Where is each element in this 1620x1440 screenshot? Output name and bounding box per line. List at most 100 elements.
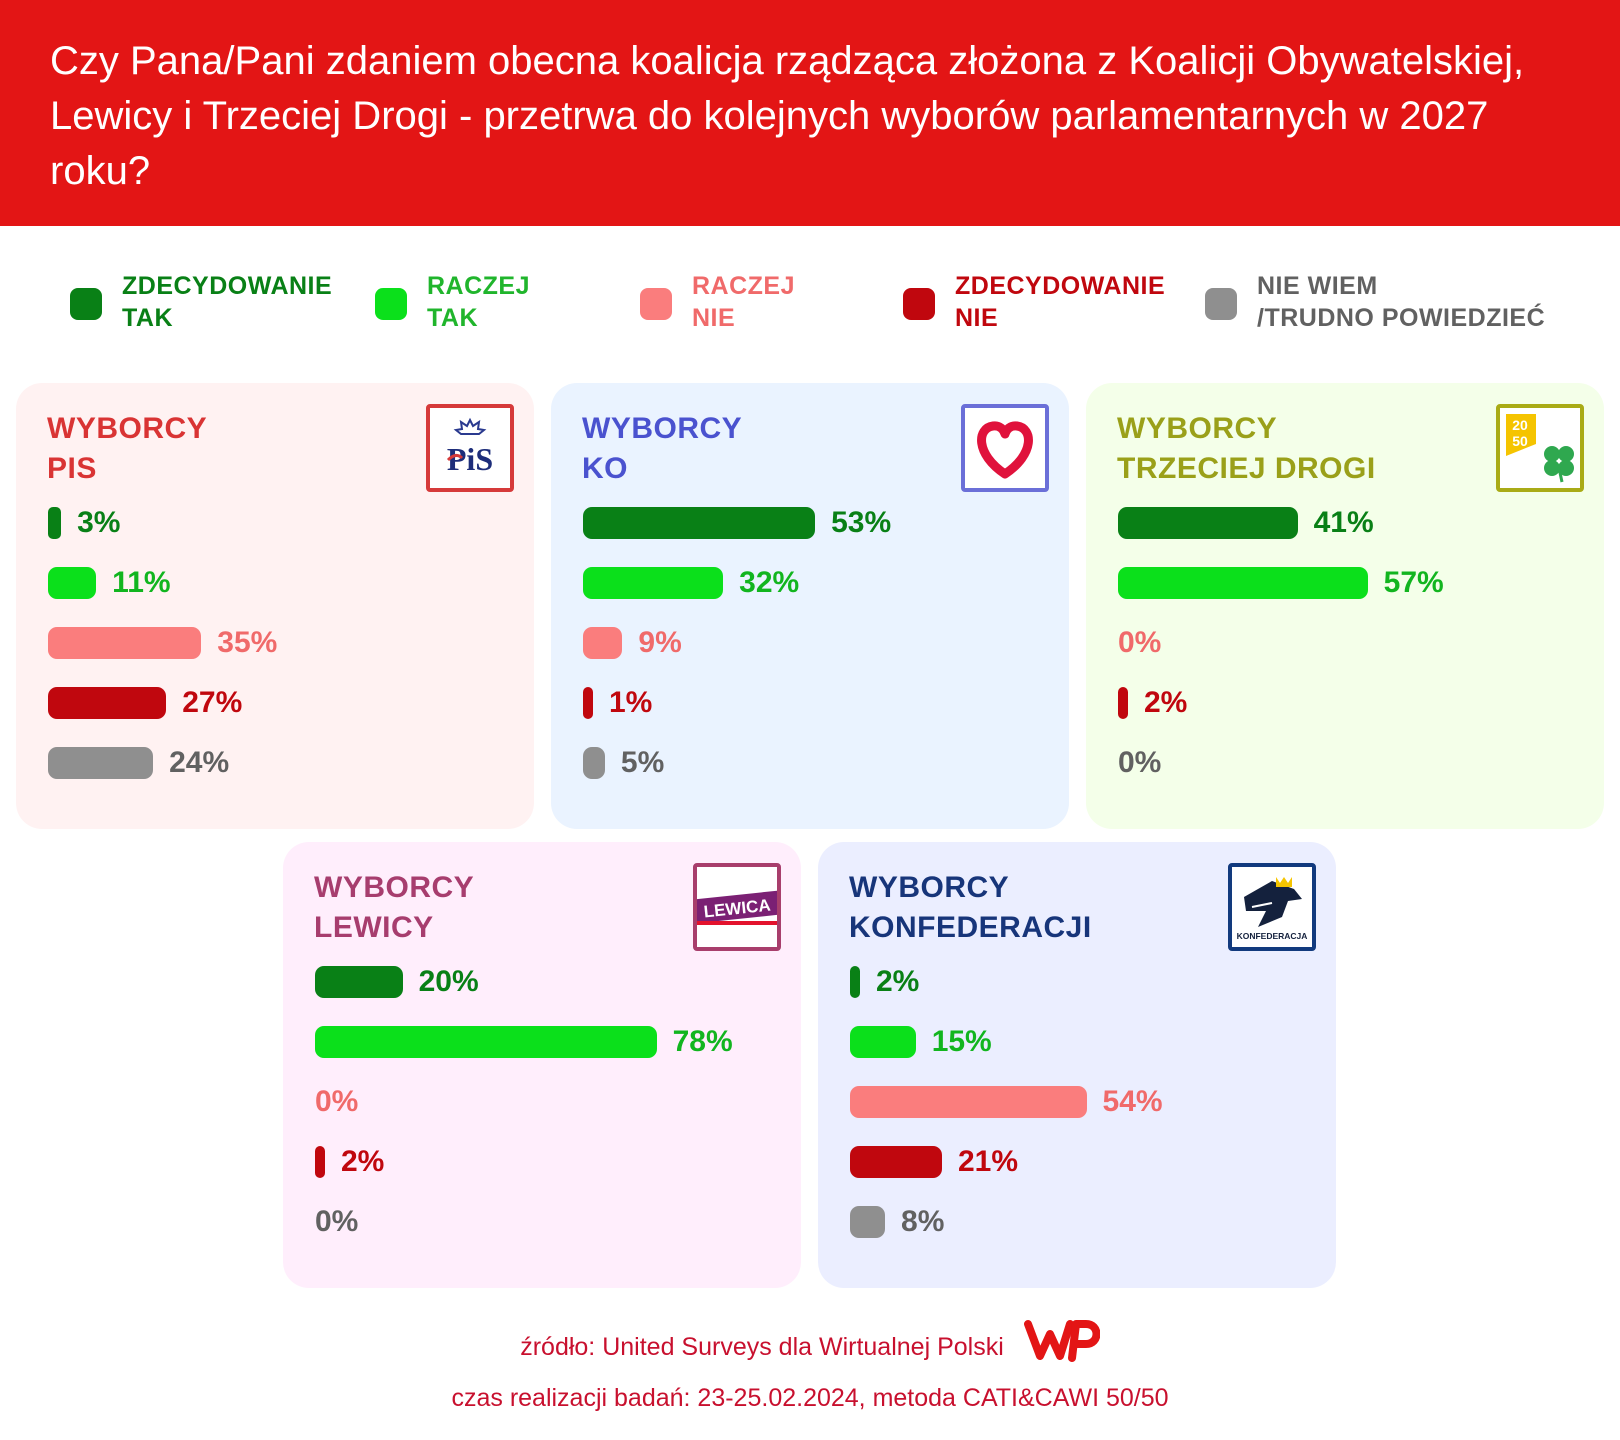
bar-zdecydowanie-tak — [583, 507, 816, 539]
bar-value-label: 0% — [1118, 626, 1162, 659]
question-title: Czy Pana/Pani zdaniem obecna koalicja rz… — [50, 39, 1525, 193]
bar-row-zdecydowanie-tak: 41% — [1118, 506, 1374, 540]
bar-value-label: 21% — [957, 1145, 1019, 1178]
bar-value-label: 2% — [341, 1145, 385, 1178]
panel-pis: WYBORCY PIS PiS 3% 11% 35% 27% 24% — [16, 383, 534, 829]
header-banner: Czy Pana/Pani zdaniem obecna koalicja rz… — [0, 0, 1620, 226]
bar-raczej-tak — [583, 567, 724, 599]
bar-nie-wiem — [583, 747, 605, 779]
panel-title: WYBORCY KONFEDERACJI — [849, 871, 1092, 944]
bar-zdecydowanie-tak — [48, 507, 62, 539]
bar-row-nie-wiem: 0% — [315, 1205, 358, 1239]
bar-row-raczej-tak: 32% — [583, 566, 799, 600]
bar-row-zdecydowanie-nie: 21% — [850, 1145, 1018, 1179]
bar-nie-wiem — [48, 747, 154, 779]
panel-title: WYBORCY LEWICY — [314, 871, 475, 944]
legend: ZDECYDOWANIE TAK RACZEJ TAK RACZEJ NIE ZDEC… — [0, 270, 1620, 350]
bar-row-zdecydowanie-tak: 3% — [48, 506, 120, 540]
bar-row-nie-wiem: 5% — [583, 746, 664, 780]
bar-row-zdecydowanie-nie: 2% — [315, 1145, 384, 1179]
bar-row-raczej-tak: 15% — [850, 1025, 992, 1059]
bar-value-label: 0% — [1118, 746, 1162, 779]
bar-value-label: 57% — [1383, 566, 1444, 599]
bar-zdecydowanie-tak — [1118, 507, 1298, 539]
bar-row-raczej-nie: 0% — [315, 1085, 358, 1119]
bar-row-nie-wiem: 24% — [48, 746, 229, 780]
pis-logo: PiS — [426, 404, 514, 492]
bar-raczej-nie — [850, 1086, 1087, 1118]
legend-swatch — [375, 288, 407, 320]
bar-value-label: 41% — [1313, 506, 1374, 539]
legend-swatch — [70, 288, 102, 320]
bar-zdecydowanie-nie — [315, 1146, 325, 1178]
legend-item: NIE WIEM /TRUDNO POWIEDZIEĆ — [1205, 270, 1545, 334]
bar-raczej-tak — [315, 1026, 657, 1058]
legend-swatch — [1205, 288, 1237, 320]
panel-title: WYBORCY PIS — [47, 412, 208, 485]
bar-row-raczej-nie: 0% — [1118, 626, 1161, 660]
trzecia-droga-logo: 20 50 — [1496, 404, 1584, 492]
bar-row-raczej-tak: 78% — [315, 1025, 733, 1059]
bar-value-label: 24% — [169, 746, 230, 779]
bar-value-label: 32% — [739, 566, 800, 599]
footer: źródło: United Surveys dla Wirtualnej Po… — [0, 1318, 1620, 1420]
method-text: czas realizacji badań: 23-25.02.2024, me… — [451, 1384, 1169, 1412]
svg-text:20: 20 — [1512, 417, 1528, 433]
legend-item: ZDECYDOWANIE TAK — [70, 270, 332, 334]
bar-value-label: 1% — [609, 686, 653, 719]
bar-raczej-tak — [850, 1026, 916, 1058]
bar-raczej-nie — [48, 627, 202, 659]
svg-text:KONFEDERACJA: KONFEDERACJA — [1237, 931, 1308, 941]
bar-raczej-tak — [48, 567, 97, 599]
legend-swatch — [903, 288, 935, 320]
bar-value-label: 0% — [315, 1085, 359, 1118]
bar-value-label: 2% — [876, 965, 920, 998]
bar-value-label: 27% — [182, 686, 243, 719]
bar-zdecydowanie-tak — [850, 966, 860, 998]
bar-row-zdecydowanie-nie: 27% — [48, 686, 242, 720]
bar-value-label: 5% — [620, 746, 665, 779]
bar-value-label: 35% — [217, 626, 278, 659]
legend-item: RACZEJ TAK — [375, 270, 530, 334]
bar-row-raczej-nie: 9% — [583, 626, 682, 660]
bar-row-raczej-nie: 54% — [850, 1085, 1163, 1119]
bar-row-zdecydowanie-nie: 2% — [1118, 686, 1187, 720]
bar-value-label: 78% — [672, 1025, 733, 1058]
bar-row-zdecydowanie-tak: 2% — [850, 965, 919, 999]
bar-row-zdecydowanie-nie: 1% — [583, 686, 652, 720]
wp-logo — [1023, 1318, 1101, 1376]
bar-value-label: 9% — [638, 626, 682, 659]
bar-value-label: 2% — [1144, 686, 1188, 719]
bar-raczej-tak — [1118, 567, 1368, 599]
bar-value-label: 15% — [931, 1025, 992, 1058]
bar-row-raczej-tak: 11% — [48, 566, 171, 600]
bar-value-label: 20% — [418, 965, 479, 998]
panel-title: WYBORCY KO — [582, 412, 743, 485]
bar-value-label: 11% — [112, 566, 171, 599]
bar-row-nie-wiem: 8% — [850, 1205, 944, 1239]
bar-row-raczej-tak: 57% — [1118, 566, 1444, 600]
svg-text:PiS: PiS — [447, 441, 493, 477]
legend-swatch — [640, 288, 672, 320]
bar-value-label: 8% — [901, 1205, 945, 1238]
legend-label: ZDECYDOWANIE NIE — [955, 272, 1166, 332]
bar-row-zdecydowanie-tak: 20% — [315, 965, 479, 999]
bar-value-label: 3% — [77, 506, 121, 539]
konfederacja-logo: KONFEDERACJA — [1228, 863, 1316, 951]
panel-konfederacja: WYBORCY KONFEDERACJI KONFEDERACJA 2% 15% 54%… — [818, 842, 1336, 1288]
panel-trzecia-droga: WYBORCY TRZECIEJ DROGI 20 50 41% 57% 0% 2% 0% — [1086, 383, 1604, 829]
bar-value-label: 0% — [315, 1205, 359, 1238]
panel-heart: WYBORCY KO 53% 32% 9% 1% 5% — [551, 383, 1069, 829]
legend-label: ZDECYDOWANIE TAK — [122, 272, 333, 332]
heart-logo — [961, 404, 1049, 492]
legend-item: RACZEJ NIE — [640, 270, 795, 334]
bar-raczej-nie — [583, 627, 623, 659]
bar-row-raczej-nie: 35% — [48, 626, 277, 660]
legend-label: RACZEJ NIE — [692, 272, 796, 332]
bar-zdecydowanie-nie — [850, 1146, 942, 1178]
bar-zdecydowanie-tak — [315, 966, 403, 998]
bar-row-zdecydowanie-tak: 53% — [583, 506, 891, 540]
legend-label: NIE WIEM /TRUDNO POWIEDZIEĆ — [1257, 272, 1546, 332]
bar-value-label: 54% — [1102, 1085, 1163, 1118]
bar-zdecydowanie-nie — [48, 687, 167, 719]
